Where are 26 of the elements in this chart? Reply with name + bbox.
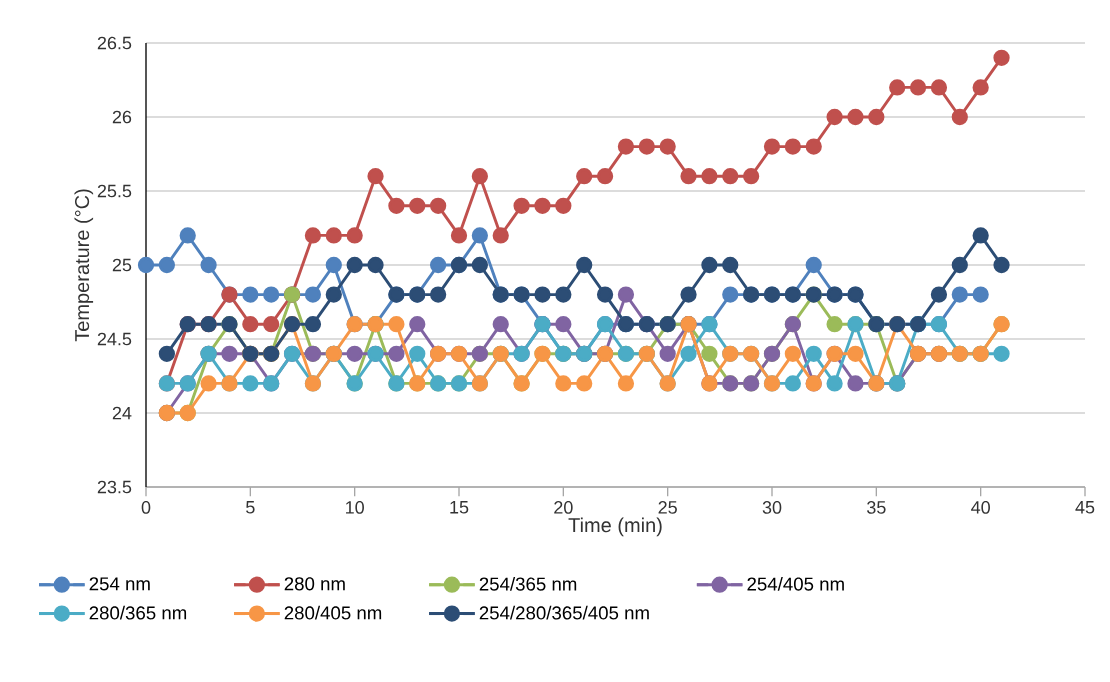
y-tick-label: 25.5	[97, 184, 132, 198]
y-tick-label: 26	[112, 110, 132, 124]
y-tick-label: 25	[112, 258, 132, 272]
legend-label: 254/365 nm	[479, 576, 577, 591]
y-tick-label: 23.5	[97, 480, 132, 494]
x-tick-label: 0	[141, 501, 151, 514]
x-tick-label: 25	[658, 501, 677, 514]
x-tick-label: 35	[867, 501, 886, 514]
y-tick-label: 24	[112, 406, 132, 420]
legend-label: 254/280/365/405 nm	[479, 605, 649, 620]
legend-label: 254 nm	[89, 577, 150, 591]
y-tick-label: 26.5	[97, 36, 132, 50]
x-tick-label: 10	[346, 501, 364, 514]
y-axis-title: Temperature (°C)	[74, 189, 94, 342]
legend-label: 280 nm	[284, 577, 345, 591]
legend-label: 280/365 nm	[89, 605, 187, 620]
x-tick-label: 30	[762, 501, 782, 514]
x-axis-title: Time (min)	[568, 517, 662, 537]
legend-label: 254/405 nm	[747, 576, 844, 591]
x-tick-label: 40	[971, 501, 990, 514]
x-tick-label: 5	[246, 501, 255, 514]
x-tick-label: 15	[450, 501, 469, 514]
legend-label: 280/405 nm	[284, 605, 382, 620]
y-tick-label: 24.5	[97, 332, 132, 346]
x-tick-label: 20	[554, 501, 573, 514]
x-tick-label: 45	[1075, 501, 1095, 514]
